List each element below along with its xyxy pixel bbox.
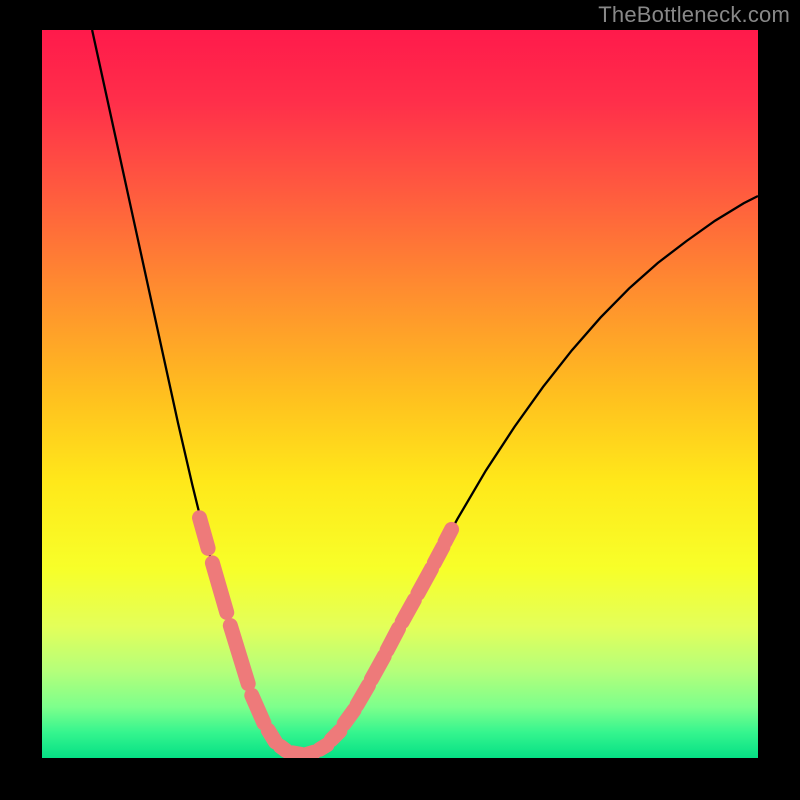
overlay-segment (212, 563, 226, 613)
highlight-overlay (200, 518, 452, 755)
overlay-segment (280, 746, 286, 750)
overlay-segment (344, 710, 354, 724)
curve-layer (42, 30, 758, 758)
v-curve (92, 30, 758, 755)
overlay-segment (387, 628, 398, 650)
overlay-segment (418, 569, 432, 594)
overlay-segment (230, 626, 248, 684)
watermark-text: TheBottleneck.com (598, 2, 790, 28)
overlay-segment (320, 745, 327, 749)
chart-container: TheBottleneck.com (0, 0, 800, 800)
overlay-segment (307, 752, 314, 754)
plot-area (42, 30, 758, 758)
overlay-segment (268, 730, 275, 742)
overlay-segment (371, 656, 384, 679)
overlay-segment (331, 731, 340, 740)
overlay-segment (252, 695, 264, 723)
overlay-segment (445, 529, 451, 541)
overlay-segment (402, 600, 414, 622)
overlay-segment (434, 547, 443, 563)
overlay-segment (357, 685, 368, 705)
overlay-segment (200, 518, 209, 549)
